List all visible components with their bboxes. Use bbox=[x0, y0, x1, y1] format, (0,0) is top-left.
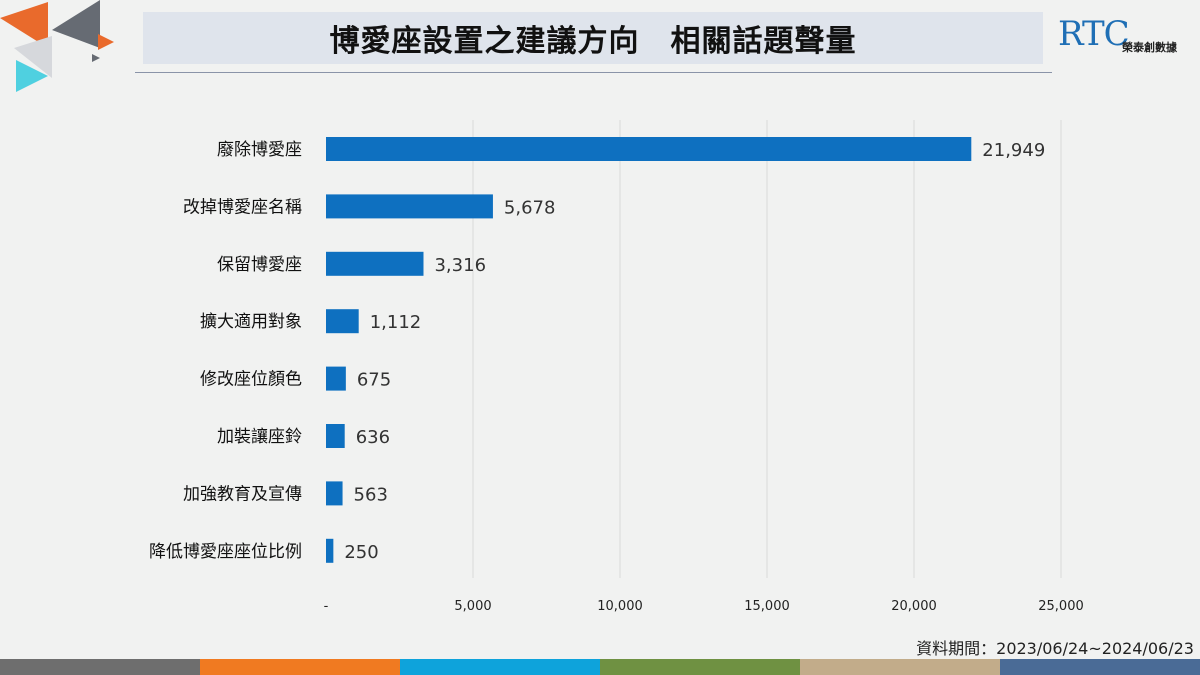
bottom-stripe-4 bbox=[600, 659, 800, 675]
value-label: 563 bbox=[354, 484, 388, 505]
bottom-stripe-3 bbox=[400, 659, 600, 675]
title-banner: 博愛座設置之建議方向 相關話題聲量 bbox=[143, 12, 1043, 64]
category-label: 擴大適用對象 bbox=[200, 312, 302, 332]
brand-logo: RTC 榮泰創數據 bbox=[1058, 14, 1200, 60]
bar bbox=[326, 366, 346, 391]
category-label: 加強教育及宣傳 bbox=[183, 484, 302, 504]
value-label: 250 bbox=[344, 542, 378, 563]
bottom-stripe-2 bbox=[200, 659, 400, 675]
category-label: 廢除博愛座 bbox=[217, 140, 302, 160]
category-label: 加裝讓座鈴 bbox=[217, 426, 302, 447]
deco-cyan-triangle bbox=[16, 60, 48, 92]
x-tick-label: - bbox=[324, 599, 329, 614]
value-label: 636 bbox=[356, 427, 390, 448]
deco-orange-triangle bbox=[0, 2, 48, 48]
category-label: 保留博愛座 bbox=[217, 255, 302, 275]
bar bbox=[326, 309, 359, 334]
x-tick-label: 10,000 bbox=[597, 599, 643, 614]
page-title: 博愛座設置之建議方向 相關話題聲量 bbox=[329, 24, 857, 59]
category-label: 修改座位顏色 bbox=[200, 370, 302, 390]
value-label: 3,316 bbox=[434, 255, 486, 276]
x-tick-label: 20,000 bbox=[891, 599, 937, 614]
bar bbox=[326, 481, 343, 506]
x-tick-label: 25,000 bbox=[1038, 599, 1084, 614]
bar-chart: - 5,000 10,000 15,000 20,000 25,000 廢除博愛座 21,94… bbox=[149, 120, 1084, 614]
value-label: 21,949 bbox=[982, 140, 1045, 161]
title-divider bbox=[135, 72, 1052, 73]
category-label: 降低博愛座座位比例 bbox=[149, 542, 302, 562]
bar bbox=[326, 251, 424, 276]
deco-light-triangle bbox=[14, 36, 52, 78]
value-label: 1,112 bbox=[370, 312, 422, 333]
bottom-stripe-5 bbox=[800, 659, 1000, 675]
bottom-color-bar bbox=[0, 659, 1200, 675]
deco-gray-triangle bbox=[52, 0, 100, 48]
category-label: 改掉博愛座名稱 bbox=[183, 197, 302, 217]
value-label: 5,678 bbox=[504, 197, 556, 218]
value-label: 675 bbox=[357, 370, 391, 391]
logo-text: 榮泰創數據 bbox=[1122, 41, 1177, 54]
bottom-stripe-6 bbox=[1000, 659, 1200, 675]
corner-decoration bbox=[0, 0, 114, 92]
bar bbox=[326, 538, 334, 563]
deco-orange-small-triangle bbox=[98, 34, 114, 50]
x-tick-label: 5,000 bbox=[454, 599, 491, 614]
logo-mark: RTC bbox=[1058, 14, 1130, 54]
data-period-note: 資料期間：2023/06/24~2024/06/23 bbox=[916, 639, 1194, 658]
x-tick-label: 15,000 bbox=[744, 599, 790, 614]
bar bbox=[326, 194, 493, 219]
bottom-stripe-1 bbox=[0, 659, 200, 675]
bar bbox=[326, 424, 345, 448]
deco-gray-small-triangle bbox=[92, 54, 100, 62]
bar bbox=[326, 137, 972, 161]
